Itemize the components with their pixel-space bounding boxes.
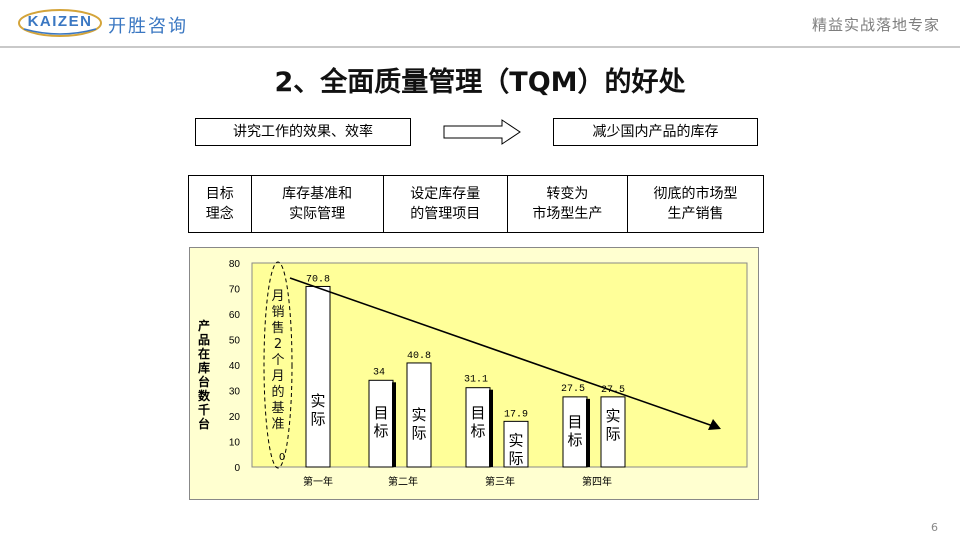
inventory-chart: 0 10 20 30 40 50 60 70 80 产品在库台数千台月销售 2 个月的基准 0 70.8 实… [189, 247, 759, 500]
baseline-note-char: 2 [274, 337, 282, 352]
flow-box-right: 减少国内产品的库存 [553, 118, 758, 146]
trend-arrow-line [289, 277, 714, 427]
actual-bar-text: 实 [411, 406, 426, 424]
y-tick-label: 70 [229, 285, 241, 296]
actual-value-label: 70.8 [306, 274, 330, 285]
actual-bar-text: 际 [508, 449, 523, 467]
page-number: 6 [931, 521, 938, 534]
slide-header: KAIZEN 开胜咨询 精益实战落地专家 [0, 0, 960, 48]
kaizen-logo: KAIZEN 开胜咨询 [18, 9, 208, 39]
stage-cell: 转变为 市场型生产 [508, 176, 628, 232]
stage-cell: 设定库存量 的管理项目 [384, 176, 508, 232]
target-bar-text: 目 [567, 413, 582, 431]
tagline: 精益实战落地专家 [811, 16, 940, 34]
x-category-label: 第四年 [582, 475, 612, 488]
baseline-ellipse [263, 261, 293, 469]
x-category-label: 第三年 [485, 475, 515, 488]
actual-bar-text: 实 [508, 431, 523, 449]
y-axis-label-char: 库 [198, 360, 210, 375]
target-bar-text: 目 [470, 404, 485, 422]
y-tick-label: 50 [229, 336, 241, 347]
y-tick-label: 20 [229, 412, 241, 423]
plot-area [251, 262, 748, 468]
trend-arrow-head [708, 419, 721, 430]
target-bar-text: 标 [470, 422, 485, 440]
actual-value-label: 17.9 [504, 409, 528, 420]
y-axis-label-char: 品 [198, 333, 210, 347]
y-axis-label-char: 产 [198, 318, 210, 333]
flow-box-left: 讲究工作的效果、效率 [195, 118, 411, 146]
target-bar [368, 379, 394, 468]
baseline-note-char: 个 [271, 353, 284, 368]
logo-text-cn: 开胜咨询 [108, 16, 188, 37]
baseline-value-label: 0 [279, 452, 285, 463]
inventory-chart-svg: 01020304050607080产品在库台数千台月销售2个月的基准070.8实… [198, 259, 748, 488]
target-value-label: 31.1 [464, 375, 488, 386]
y-axis-label-char: 在 [198, 346, 210, 361]
baseline-note-char: 售 [271, 320, 284, 336]
x-category-label: 第一年 [303, 475, 333, 488]
actual-bar [305, 285, 331, 468]
actual-bar [600, 396, 626, 468]
actual-bar-text: 际 [605, 425, 620, 443]
x-category-label: 第二年 [388, 475, 418, 488]
y-tick-label: 40 [229, 361, 241, 372]
stage-cell: 库存基准和 实际管理 [252, 176, 384, 232]
y-tick-label: 60 [229, 310, 241, 321]
y-tick-label: 80 [229, 259, 241, 270]
stage-row: 目标 理念 库存基准和 实际管理 设定库存量 的管理项目 转变为 市场型生产 彻… [188, 175, 764, 233]
target-bar-text: 标 [373, 422, 388, 440]
target-bar-text: 标 [567, 431, 582, 449]
target-bar-shadow [586, 398, 590, 467]
actual-bar-text: 际 [310, 410, 325, 428]
baseline-note-char: 的 [271, 384, 284, 400]
target-value-label: 27.5 [561, 384, 585, 395]
target-value-label: 34 [373, 367, 385, 378]
baseline-note-char: 基 [271, 401, 284, 416]
target-bar-shadow [489, 389, 493, 467]
y-axis-label-char: 数 [198, 388, 211, 403]
baseline-note-char: 准 [271, 417, 284, 432]
y-axis-label-char: 台 [198, 416, 210, 431]
y-axis-label-char: 千 [198, 402, 210, 417]
target-bar-text: 目 [373, 404, 388, 422]
right-arrow-icon [443, 119, 521, 145]
logo-text-en: KAIZEN [27, 13, 93, 30]
actual-value-label: 40.8 [407, 351, 431, 362]
slide-title: 2、全面质量管理（TQM）的好处 [274, 67, 686, 98]
actual-bar [406, 362, 432, 468]
y-tick-label: 10 [229, 438, 241, 449]
y-tick-label: 30 [229, 387, 241, 398]
stage-cell: 彻底的市场型 生产销售 [653, 186, 738, 222]
baseline-note-char: 月 [271, 289, 284, 304]
actual-bar-text: 实 [310, 392, 325, 410]
y-tick-label: 0 [234, 463, 240, 474]
header-divider [0, 46, 960, 48]
actual-bar-text: 实 [605, 407, 620, 425]
logo-badge-icon [18, 9, 102, 37]
y-axis-label-char: 台 [198, 374, 210, 389]
baseline-note-char: 销 [271, 305, 284, 320]
target-bar-shadow [392, 382, 396, 467]
baseline-note-char: 月 [271, 369, 284, 384]
actual-bar-text: 际 [411, 424, 426, 442]
actual-bar [503, 420, 529, 468]
stage-cell: 目标 理念 [189, 176, 252, 232]
